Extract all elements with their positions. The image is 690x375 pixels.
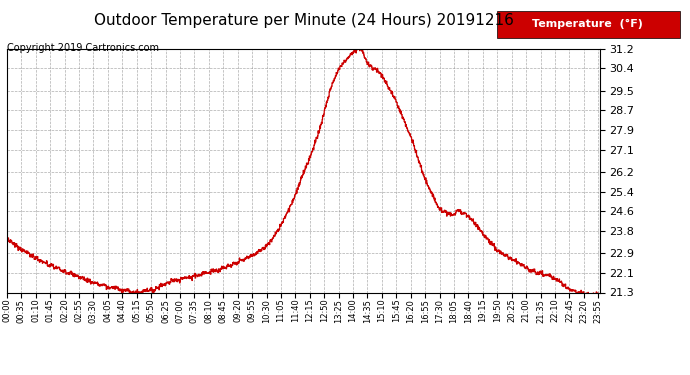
Text: Temperature  (°F): Temperature (°F) [533,20,643,29]
Text: Copyright 2019 Cartronics.com: Copyright 2019 Cartronics.com [7,43,159,53]
Text: Outdoor Temperature per Minute (24 Hours) 20191216: Outdoor Temperature per Minute (24 Hours… [94,13,513,28]
